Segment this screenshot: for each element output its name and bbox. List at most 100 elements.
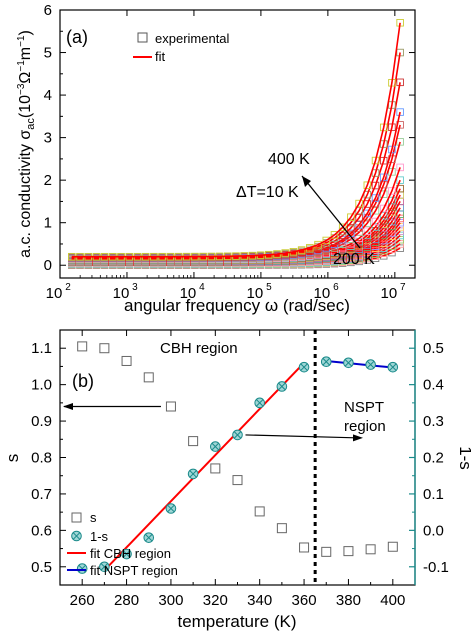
data-point-square xyxy=(363,181,372,189)
x-tick-exponent: 5 xyxy=(266,282,272,293)
s-point xyxy=(343,546,354,557)
fit-curve xyxy=(71,52,401,258)
x-tick-exponent: 6 xyxy=(333,282,339,293)
one-minus-s-cross xyxy=(278,382,286,391)
legend-s-marker xyxy=(71,512,82,523)
data-point-square xyxy=(355,234,363,243)
panel-a-frame xyxy=(59,9,416,279)
arrow-to-right-axis-head xyxy=(353,434,363,442)
one-minus-s-cross xyxy=(100,563,109,571)
annotation-200k: 200 K xyxy=(333,251,375,268)
s-point xyxy=(299,542,310,553)
s-point xyxy=(77,341,88,352)
y-right-tick-label: -0.1 xyxy=(423,559,449,576)
data-point-square xyxy=(355,214,363,222)
s-point xyxy=(165,401,176,412)
x-tick-label: 10 xyxy=(113,285,130,302)
data-point-square xyxy=(347,218,355,227)
y-tick-label: 0 xyxy=(44,257,52,274)
data-point-square xyxy=(355,221,363,229)
y-right-tick-label: 0.3 xyxy=(423,413,444,430)
s-point xyxy=(276,523,287,534)
data-point-square xyxy=(363,190,372,199)
x-tick-label: 10 xyxy=(180,285,197,302)
y-right-tick-label: 0.5 xyxy=(423,340,444,357)
s-point xyxy=(254,506,265,517)
data-point-square xyxy=(371,207,380,215)
legend-experimental-label: experimental xyxy=(155,31,230,46)
one-minus-s-cross xyxy=(300,363,308,371)
x-tick-label: 340 xyxy=(247,592,272,609)
s-point xyxy=(365,544,376,555)
x-tick-exponent: 3 xyxy=(132,282,138,293)
data-point-square xyxy=(347,224,355,232)
x-tick-label: 280 xyxy=(114,592,139,609)
panel-a-ylabel: a.c. conductivity σac(10−3Ω−1m−1) xyxy=(16,30,37,258)
fit-curve xyxy=(71,22,401,258)
data-point-square xyxy=(347,213,355,221)
panel-b-ticks: 260 280 300 320 340 360 380 400 0.5 0.6 0.7 0.8 0.9 1… xyxy=(31,330,449,609)
one-minus-s-cross xyxy=(233,431,242,439)
legend-fit-nspt-label: fit NSPT region xyxy=(90,563,178,578)
y-tick-label: 2 xyxy=(44,172,52,189)
data-point-square xyxy=(338,223,347,232)
panel-a-xlabel: angular frequency ω (rad/sec) xyxy=(124,296,350,315)
panel-b-xlabel: temperature (K) xyxy=(177,612,296,631)
s-point xyxy=(188,436,199,447)
s-point xyxy=(321,546,332,557)
one-minus-s-cross xyxy=(389,363,397,371)
y-tick-label: 1.1 xyxy=(31,340,52,357)
panel-a-marks xyxy=(68,19,404,269)
data-point-square xyxy=(314,240,322,249)
one-minus-s-cross xyxy=(122,550,131,558)
data-point-square xyxy=(371,181,380,190)
x-tick-label: 10 xyxy=(46,285,63,302)
s-point xyxy=(143,372,154,383)
x-tick-label: 400 xyxy=(380,592,405,609)
panel-b-ylabel-right: 1-s xyxy=(456,446,471,470)
data-point-square xyxy=(371,194,380,202)
y-tick-label: 1 xyxy=(44,215,52,232)
y-right-tick-label: 0.2 xyxy=(423,450,444,467)
y-tick-label: 0.9 xyxy=(31,413,52,430)
x-tick-exponent: 7 xyxy=(400,282,406,293)
data-point-square xyxy=(306,243,314,252)
y-right-tick-label: 0.1 xyxy=(423,486,444,503)
temperature-arrow-head xyxy=(302,176,311,187)
temperature-arrow xyxy=(301,175,361,249)
data-point-square xyxy=(363,209,372,218)
y-right-tick-label: 0.4 xyxy=(423,377,444,394)
legend-experimental-marker xyxy=(137,32,148,43)
one-minus-s-cross xyxy=(211,442,219,451)
panel-a-label: (a) xyxy=(66,27,88,47)
arrow-to-right-axis xyxy=(245,434,361,439)
x-tick-label: 10 xyxy=(314,285,331,302)
y-tick-label: 1.0 xyxy=(31,377,52,394)
panel-b-label: (b) xyxy=(72,371,94,391)
data-point-square xyxy=(379,190,388,198)
data-point-square xyxy=(396,176,404,184)
data-point-square xyxy=(363,200,372,208)
panel-b-ylabel-left: s xyxy=(3,454,22,463)
data-point-square xyxy=(388,196,396,205)
y-right-tick-label: 0.0 xyxy=(423,522,444,539)
panel-b-marks xyxy=(63,330,399,585)
y-tick-label: 6 xyxy=(44,2,52,19)
x-tick-label: 10 xyxy=(380,285,397,302)
x-tick-label: 380 xyxy=(336,592,361,609)
fit-line xyxy=(326,359,393,369)
data-point-square xyxy=(396,163,404,172)
x-tick-label: 10 xyxy=(247,285,264,302)
one-minus-s-cross xyxy=(167,504,175,513)
data-point-square xyxy=(371,223,380,231)
x-tick-label: 260 xyxy=(70,592,95,609)
annotation-delta-t: ΔT=10 K xyxy=(236,184,299,201)
one-minus-s-cross xyxy=(366,360,375,369)
data-point-square xyxy=(371,169,380,177)
legend-1-s-label: 1-s xyxy=(90,529,109,544)
s-point xyxy=(99,343,110,354)
data-point-square xyxy=(371,217,380,226)
one-minus-s-cross xyxy=(189,470,197,478)
